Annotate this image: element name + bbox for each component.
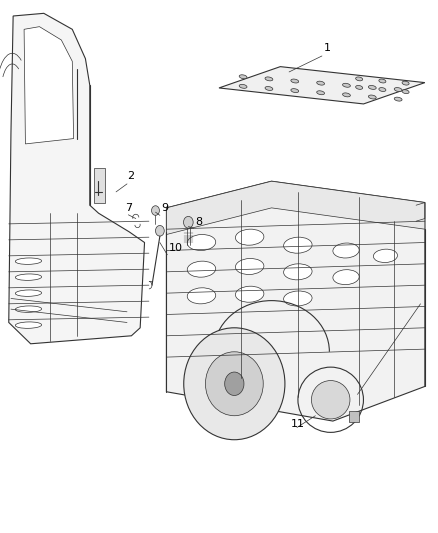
Ellipse shape [333,270,359,285]
Ellipse shape [368,95,376,99]
Ellipse shape [402,81,409,85]
Ellipse shape [343,93,350,97]
Ellipse shape [343,83,350,87]
Ellipse shape [379,87,386,92]
Ellipse shape [15,322,42,328]
Ellipse shape [284,264,312,280]
Polygon shape [349,411,359,422]
Ellipse shape [311,381,350,419]
Ellipse shape [205,352,263,416]
Polygon shape [166,181,425,421]
Circle shape [155,225,164,236]
Ellipse shape [239,84,247,88]
Ellipse shape [394,87,402,92]
Ellipse shape [187,288,215,304]
Ellipse shape [187,235,215,251]
Ellipse shape [356,85,363,90]
Ellipse shape [15,290,42,296]
Circle shape [184,216,193,228]
Ellipse shape [284,291,312,306]
Ellipse shape [374,249,397,263]
Ellipse shape [15,274,42,280]
Ellipse shape [291,79,299,83]
Ellipse shape [284,237,312,253]
Ellipse shape [356,77,363,81]
Ellipse shape [317,91,325,95]
Ellipse shape [15,306,42,312]
Ellipse shape [333,243,359,258]
Ellipse shape [394,97,402,101]
Polygon shape [9,13,145,344]
Ellipse shape [236,229,264,245]
Ellipse shape [368,85,376,90]
Text: 7: 7 [125,203,132,213]
Polygon shape [219,67,425,104]
Ellipse shape [291,88,299,93]
Ellipse shape [225,372,244,395]
Ellipse shape [187,261,215,277]
Ellipse shape [236,259,264,274]
Ellipse shape [236,286,264,302]
Text: 9: 9 [161,203,168,213]
Ellipse shape [402,90,409,94]
Text: 11: 11 [291,419,305,429]
Ellipse shape [265,86,273,91]
Polygon shape [94,168,105,203]
Ellipse shape [184,328,285,440]
Ellipse shape [15,258,42,264]
Text: 10: 10 [169,243,183,253]
Polygon shape [166,181,425,235]
Text: 8: 8 [195,216,202,227]
Polygon shape [24,27,74,144]
Text: 2: 2 [127,171,134,181]
Ellipse shape [239,75,247,79]
Ellipse shape [317,81,325,85]
Ellipse shape [265,77,273,81]
Text: 1: 1 [324,43,331,53]
Circle shape [152,206,159,215]
Ellipse shape [379,79,386,83]
